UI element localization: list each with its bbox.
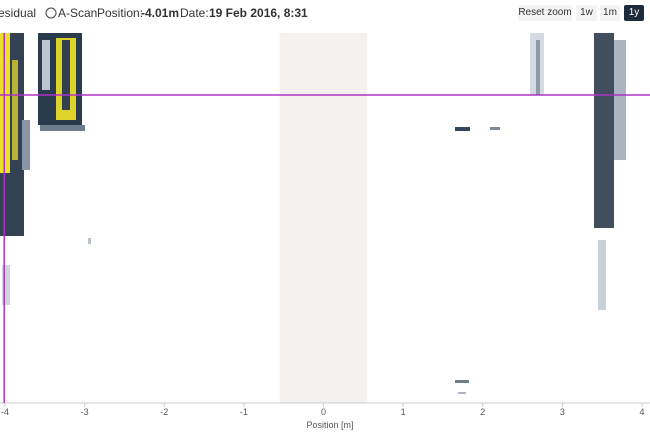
x-tick-label: -3	[81, 407, 89, 417]
reset-zoom-button[interactable]: Reset zoom	[518, 5, 572, 21]
toolbar: esidual A-Scan Position: -4.01m Date: 19…	[0, 0, 650, 26]
range-button[interactable]: 1y	[624, 5, 644, 21]
x-tick-label: -4	[1, 407, 9, 417]
date-value: 19 Feb 2016, 8:31	[209, 6, 308, 20]
date-label: Date:	[180, 6, 209, 20]
shaded-band	[279, 33, 368, 403]
x-tick-label: 4	[640, 407, 645, 417]
x-axis-label: Position [m]	[306, 420, 353, 430]
x-tick-label: 2	[480, 407, 485, 417]
ascan-label[interactable]: A-Scan	[58, 6, 98, 20]
range-button[interactable]: 1w	[576, 5, 597, 21]
shaded-band-layer	[279, 33, 368, 403]
x-tick-label: -1	[240, 407, 248, 417]
position-value: -4.01m	[141, 6, 180, 20]
x-tick-label: -2	[160, 407, 168, 417]
x-tick-label: 3	[560, 407, 565, 417]
position-label: Position:	[97, 6, 144, 20]
x-tick-label: 0	[321, 407, 326, 417]
residual-label[interactable]: esidual	[0, 6, 37, 20]
x-tick-label: 1	[401, 407, 406, 417]
radio[interactable]	[45, 7, 57, 19]
range-button[interactable]: 1m	[600, 5, 620, 21]
